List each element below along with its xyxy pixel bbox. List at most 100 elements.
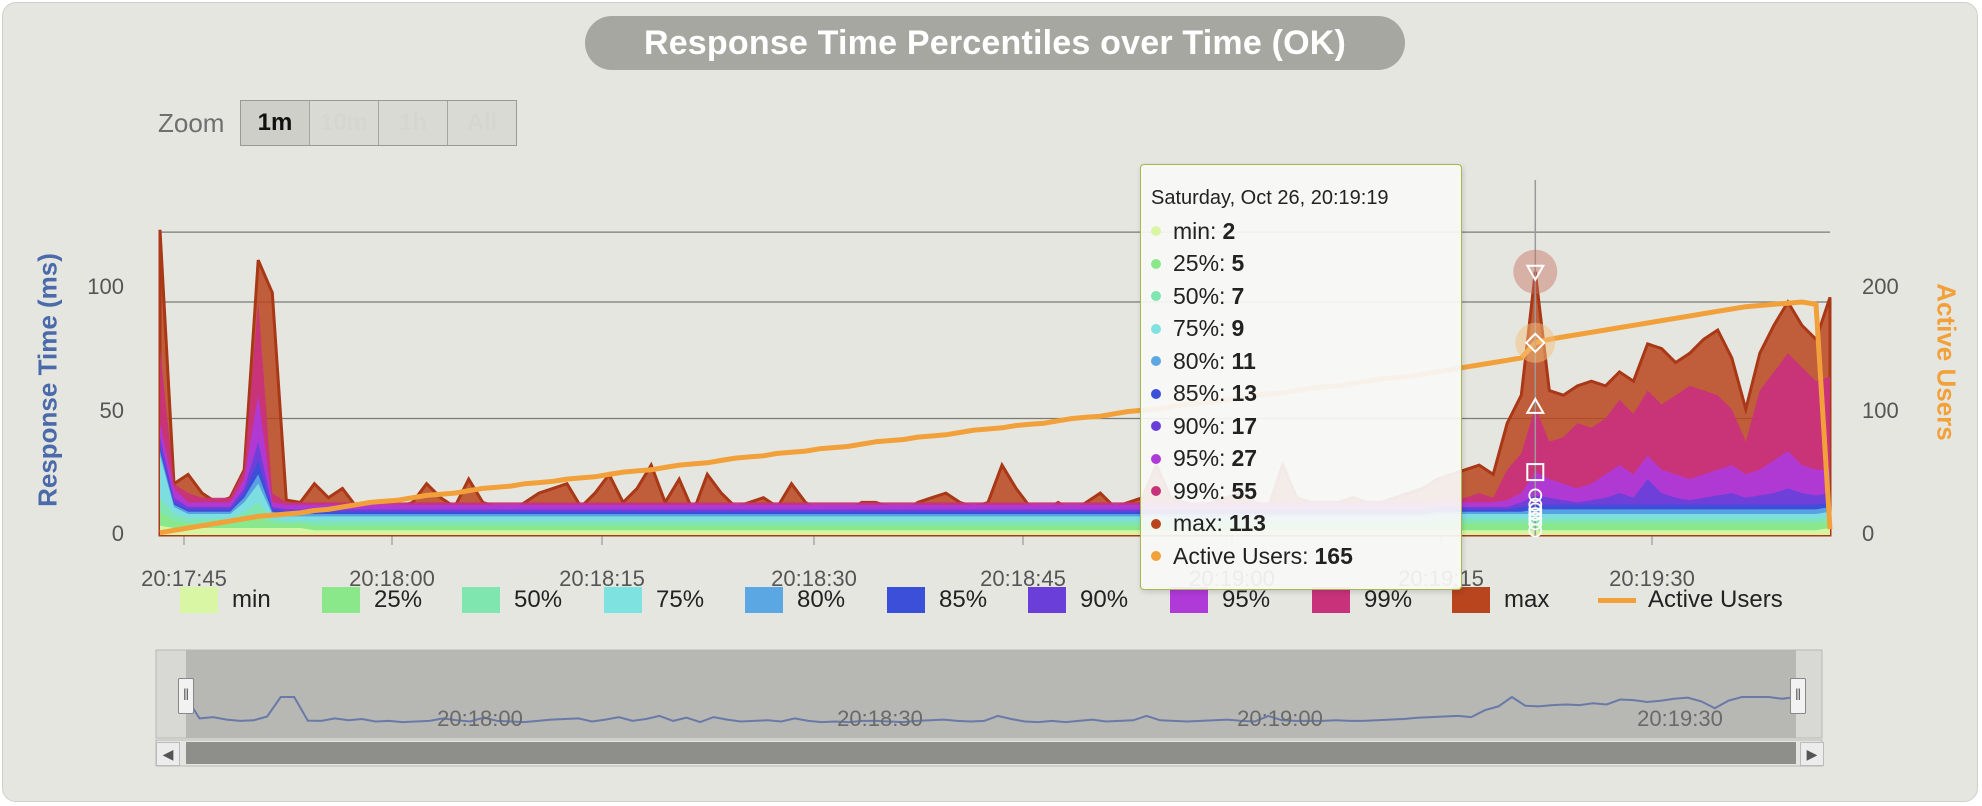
tooltip-dot — [1151, 453, 1161, 464]
tooltip-row: min: 2 — [1151, 215, 1235, 247]
legend-swatch-75 — [604, 587, 642, 613]
tooltip-series-name: max: — [1173, 510, 1223, 536]
tooltip-series-name: min: — [1173, 217, 1217, 244]
legend-item-min[interactable]: min — [180, 582, 271, 618]
tooltip-series-value: 9 — [1231, 315, 1245, 341]
chart-tooltip: Saturday, Oct 26, 20:19:19 min: 2 25%: 5 50%… — [1140, 164, 1462, 590]
navigator-selection[interactable] — [186, 650, 1796, 738]
legend-item-75[interactable]: 75% — [604, 582, 704, 618]
scroll-right-icon[interactable]: ▶ — [1800, 742, 1824, 766]
legend-label-95: 95% — [1222, 586, 1271, 613]
legend-swatch-80 — [745, 587, 783, 613]
hover-marker-95 — [1526, 463, 1545, 482]
zoom-all-button[interactable]: All — [448, 101, 516, 145]
legend-item-50[interactable]: 50% — [462, 582, 562, 618]
tooltip-series-value: 7 — [1231, 282, 1245, 309]
zoom-1h-button[interactable]: 1h — [379, 101, 448, 145]
legend-label-25: 25% — [374, 586, 423, 613]
navigator-handle-left[interactable]: ‖ — [178, 678, 194, 714]
tooltip-series-name: 50%: — [1173, 282, 1226, 309]
tooltip-series-name: 90%: — [1173, 412, 1226, 439]
x-tick-7: 20:19:30 — [1609, 566, 1695, 591]
tooltip-dot — [1151, 258, 1161, 269]
tooltip-series-value: 27 — [1231, 445, 1258, 471]
y-tick-right-100: 100 — [1862, 398, 1899, 423]
legend-item-99[interactable]: 99% — [1312, 582, 1412, 618]
hover-halo-max — [1513, 249, 1558, 294]
hover-marker-low-0 — [1528, 488, 1543, 503]
tooltip-series-name: 25%: — [1173, 250, 1226, 276]
tooltip-series-value: 5 — [1231, 250, 1245, 276]
y-tick-left-0: 0 — [111, 521, 124, 546]
y-tick-right-0: 0 — [1862, 521, 1875, 546]
zoom-label: Zoom — [158, 108, 225, 138]
navigator-scrollbar-thumb[interactable] — [186, 742, 1796, 764]
tooltip-series-name: Active Users: — [1173, 542, 1309, 569]
y-tick-left-50: 50 — [99, 398, 124, 423]
hover-marker-low-2 — [1528, 502, 1543, 517]
tooltip-series-name: 75%: — [1173, 315, 1226, 341]
legend-item-max[interactable]: max — [1452, 582, 1549, 618]
legend-item-85[interactable]: 85% — [887, 582, 987, 618]
legend-item-80[interactable]: 80% — [745, 582, 845, 618]
hover-marker-max — [1525, 264, 1546, 282]
y-tick-right-200: 200 — [1862, 274, 1899, 299]
tooltip-series-value: 13 — [1231, 380, 1258, 406]
hover-marker-99 — [1525, 396, 1546, 414]
legend-label-max: max — [1504, 586, 1550, 613]
x-tick-2: 20:18:15 — [559, 566, 645, 591]
chart-title: Response Time Percentiles over Time (OK) — [585, 16, 1405, 70]
hover-marker-low-3 — [1528, 507, 1543, 521]
legend-label-active-users: Active Users — [1648, 586, 1783, 613]
zoom-selector: 1m 10m 1h All — [240, 100, 517, 146]
x-tick-4: 20:18:45 — [980, 566, 1066, 591]
legend-swatch-max — [1452, 587, 1490, 613]
hover-marker-low-1 — [1528, 497, 1543, 512]
tooltip-dot — [1151, 356, 1161, 366]
tooltip-series-name: 95%: — [1173, 445, 1226, 471]
tooltip-header: Saturday, Oct 26, 20:19:19 — [1151, 187, 1389, 209]
tooltip-dot — [1151, 551, 1161, 561]
legend-item-95[interactable]: 95% — [1170, 582, 1270, 618]
scroll-left-icon[interactable]: ◀ — [156, 742, 180, 766]
tooltip-row: 99%: 55 — [1151, 475, 1257, 507]
legend-item-90[interactable]: 90% — [1028, 582, 1128, 618]
zoom-1m-button[interactable]: 1m — [241, 101, 310, 145]
legend-swatch-85 — [887, 587, 925, 613]
tooltip-series-name: 80%: — [1173, 347, 1226, 374]
hover-marker-low-5 — [1528, 516, 1543, 531]
legend-label-85: 85% — [939, 586, 988, 613]
tooltip-row: 75%: 9 — [1151, 313, 1244, 345]
legend-label-99: 99% — [1364, 586, 1413, 613]
navigator-tick-2: 20:19:00 — [1237, 706, 1323, 731]
tooltip-series-value: 55 — [1231, 477, 1258, 504]
navigator-tick-1: 20:18:30 — [837, 706, 923, 731]
navigator-series-line — [185, 695, 1797, 724]
tooltip-dot — [1151, 388, 1161, 399]
tooltip-row: 85%: 13 — [1151, 378, 1257, 410]
legend-label-50: 50% — [514, 586, 563, 613]
tooltip-row: 80%: 11 — [1151, 345, 1256, 377]
tooltip-dot — [1151, 323, 1161, 334]
y-tick-left-100: 100 — [87, 274, 124, 299]
legend-label-75: 75% — [656, 586, 705, 613]
navigator-handle-right[interactable]: ‖ — [1790, 678, 1806, 714]
tooltip-row: Active Users: 165 — [1151, 540, 1353, 572]
legend-item-25[interactable]: 25% — [322, 582, 422, 618]
tooltip-series-value: 165 — [1314, 542, 1353, 569]
zoom-10m-button[interactable]: 10m — [310, 101, 379, 145]
tooltip-dot — [1151, 518, 1161, 529]
tooltip-dot — [1151, 486, 1161, 496]
tooltip-series-value: 113 — [1228, 510, 1266, 536]
tooltip-dot — [1151, 421, 1161, 431]
tooltip-series-value: 17 — [1231, 412, 1258, 439]
x-tick-3: 20:18:30 — [771, 566, 857, 591]
legend-label-80: 80% — [797, 586, 846, 613]
legend-item-active-users[interactable]: Active Users — [1598, 582, 1783, 618]
tooltip-dot — [1151, 226, 1161, 236]
legend-swatch-99 — [1312, 587, 1350, 613]
tooltip-row: max: 113 — [1151, 508, 1266, 540]
tooltip-row: 25%: 5 — [1151, 248, 1244, 280]
tooltip-row: 50%: 7 — [1151, 280, 1244, 312]
